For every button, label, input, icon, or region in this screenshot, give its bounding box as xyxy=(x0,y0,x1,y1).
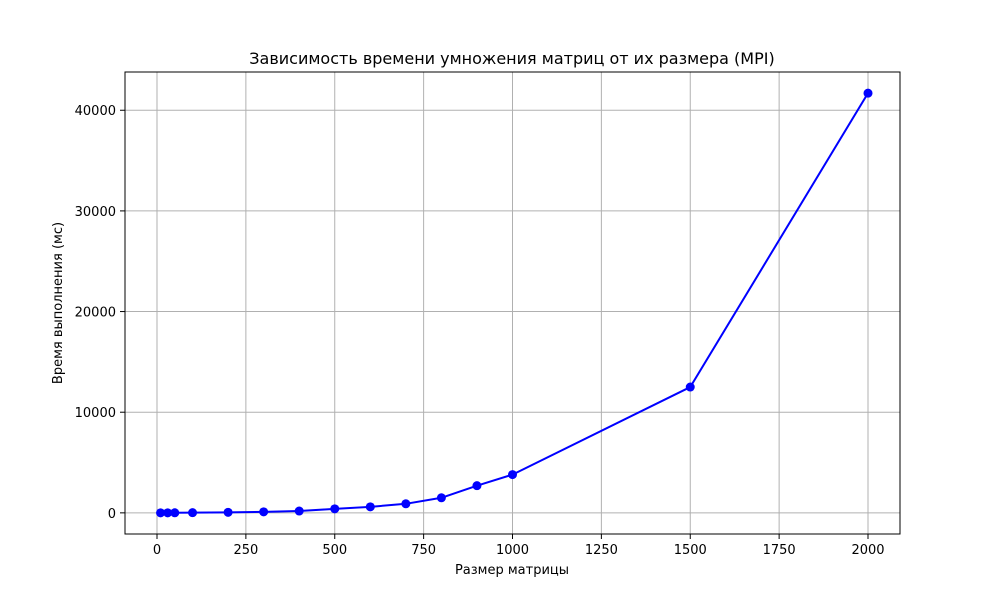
grid-lines xyxy=(125,72,900,534)
data-point xyxy=(188,508,198,518)
data-point xyxy=(330,504,340,514)
data-point xyxy=(156,508,166,518)
data-point xyxy=(365,502,375,512)
x-tick-label: 1500 xyxy=(674,543,707,558)
y-axis-label: Время выполнения (мс) xyxy=(51,222,66,384)
data-point xyxy=(472,481,482,491)
data-point xyxy=(401,499,411,509)
x-tick-label: 250 xyxy=(233,543,258,558)
data-point xyxy=(508,470,517,480)
series-layer xyxy=(156,88,873,518)
x-tick-label: 1750 xyxy=(763,543,796,558)
y-tick-label: 30000 xyxy=(75,205,116,220)
y-tick-label: 0 xyxy=(108,507,116,522)
x-tick-label: 2000 xyxy=(851,543,884,558)
x-tick-label: 500 xyxy=(322,543,347,558)
plot-area-frame xyxy=(124,71,901,535)
x-tick-label: 0 xyxy=(153,543,161,558)
data-point xyxy=(685,382,695,392)
data-point xyxy=(863,88,873,98)
y-tick-label: 20000 xyxy=(75,306,116,321)
y-tick-label: 10000 xyxy=(75,406,116,421)
data-point xyxy=(436,493,446,503)
x-tick-label: 1000 xyxy=(496,543,529,558)
y-tick-label: 40000 xyxy=(75,104,116,119)
x-axis-label: Размер матрицы xyxy=(455,563,569,578)
data-point xyxy=(259,507,269,517)
x-tick-label: 1250 xyxy=(585,543,618,558)
series-line xyxy=(160,92,869,514)
data-point xyxy=(294,506,304,516)
axis-ticks: 0 250 500 750 1000 1250 1500 1750 20000100002000… xyxy=(75,104,885,558)
chart-title: Зависимость времени умножения матриц от … xyxy=(249,49,774,68)
x-tick-label: 750 xyxy=(411,543,436,558)
data-point xyxy=(223,507,233,517)
data-point xyxy=(163,508,173,518)
data-point xyxy=(170,508,180,518)
